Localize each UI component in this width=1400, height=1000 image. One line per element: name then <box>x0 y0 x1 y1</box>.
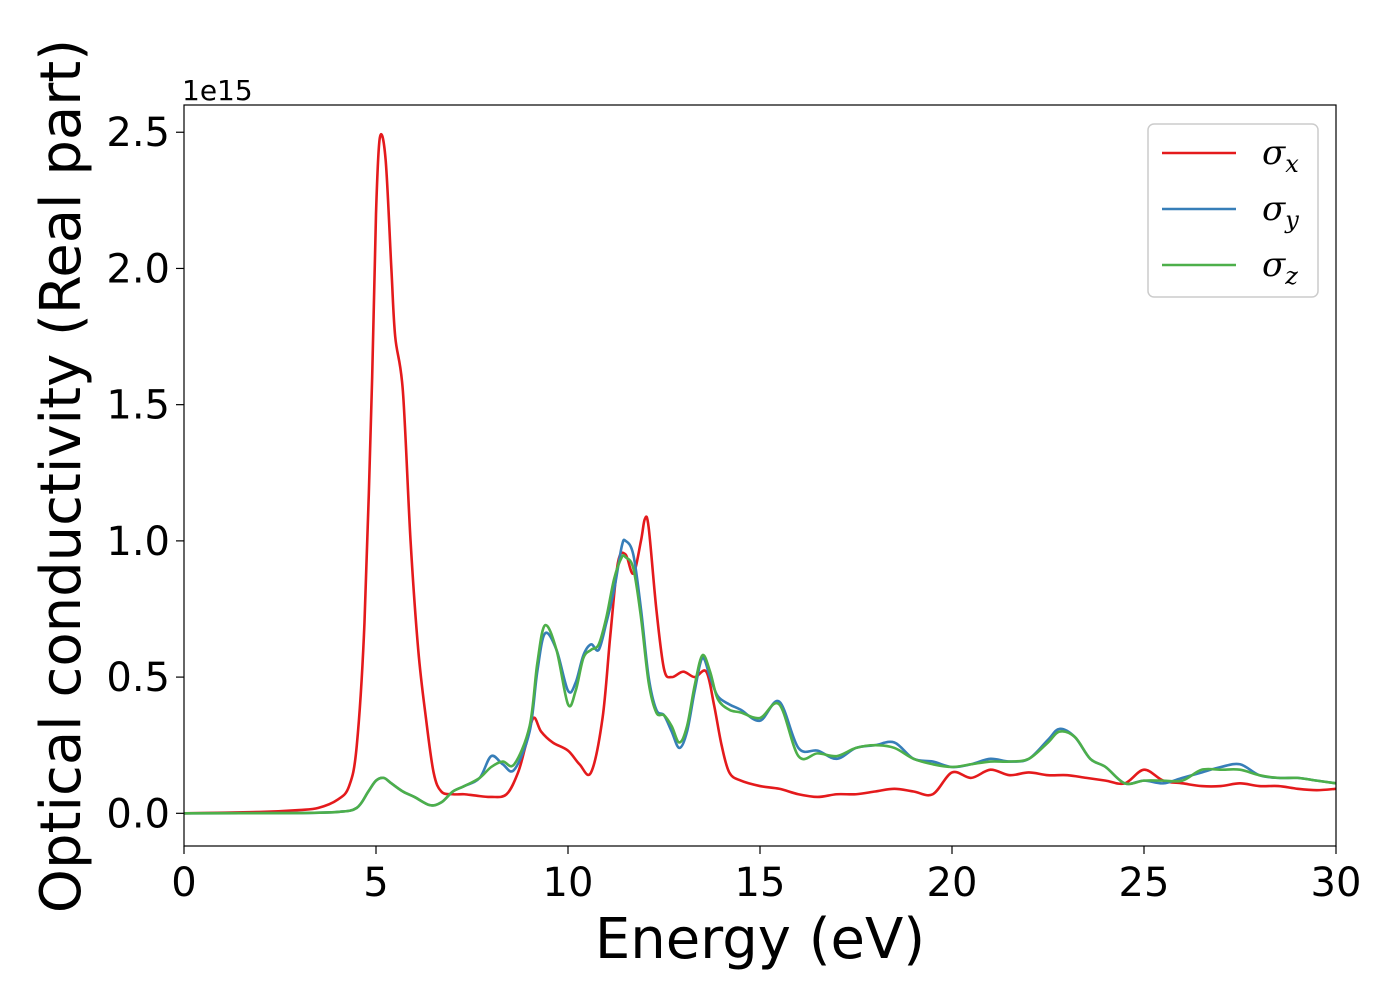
x-axis-ticks: 0 5 10 15 20 25 30 <box>171 846 1361 906</box>
series-line-x <box>183 132 1337 815</box>
y-axis-ticks: 0.0 0.5 1.0 1.5 2.0 2.5 <box>106 110 184 837</box>
y-tick-label: 0.0 <box>106 791 170 837</box>
x-tick-label: 25 <box>1119 860 1170 906</box>
x-tick-label: 30 <box>1311 860 1362 906</box>
y-tick-label: 1.5 <box>106 383 170 429</box>
x-tick-label: 15 <box>735 860 786 906</box>
legend: σx σy σz <box>1147 123 1319 298</box>
x-tick-label: 20 <box>927 860 978 906</box>
x-tick-label: 10 <box>543 860 594 906</box>
y-offset-label: 1e15 <box>182 74 253 107</box>
y-tick-label: 2.5 <box>106 110 170 156</box>
legend-label-z: σz <box>1262 245 1298 290</box>
legend-label-y: σy <box>1262 189 1299 234</box>
legend-box <box>1147 123 1319 298</box>
legend-label-x: σx <box>1262 133 1299 178</box>
y-tick-label: 0.5 <box>106 655 170 701</box>
x-axis-label: Energy (eV) <box>595 907 925 972</box>
y-tick-label: 1.0 <box>106 519 170 565</box>
series-line-z <box>183 553 1337 815</box>
x-tick-label: 0 <box>171 860 196 906</box>
x-tick-label: 5 <box>363 860 388 906</box>
y-tick-label: 2.0 <box>106 246 170 292</box>
series-lines <box>183 132 1337 815</box>
y-axis-label: Optical conductivity (Real part) <box>29 39 94 913</box>
